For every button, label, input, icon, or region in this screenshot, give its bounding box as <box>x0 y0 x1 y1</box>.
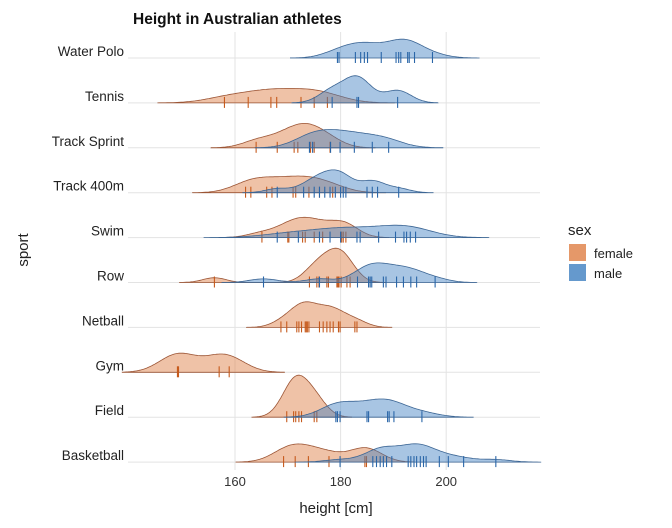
ridge-row <box>178 247 478 288</box>
ridge-tennis <box>157 75 439 108</box>
x-axis-label: height [cm] <box>299 500 372 517</box>
x-tick-label: 180 <box>330 474 352 489</box>
y-axis-label: sport <box>15 233 32 267</box>
ridge-track-400m <box>191 169 434 198</box>
y-tick-label: Tennis <box>85 89 124 104</box>
labels: 160 180 200 Water Polo Tennis Track Sprint Tra… <box>52 44 457 489</box>
male-density <box>254 129 444 149</box>
ridges <box>121 38 542 468</box>
y-tick-label: Swim <box>91 224 124 239</box>
ridge-gym <box>121 352 285 378</box>
legend-title: sex <box>568 222 592 239</box>
x-tick-label: 200 <box>435 474 457 489</box>
y-tick-label: Water Polo <box>58 44 124 59</box>
y-tick-label: Gym <box>96 358 125 373</box>
y-tick-label: Netball <box>82 313 124 328</box>
y-tick-label: Track Sprint <box>52 134 125 149</box>
ridge-swim <box>203 216 490 243</box>
legend-swatch-female <box>569 244 586 261</box>
y-tick-label: Track 400m <box>53 179 124 194</box>
female-density <box>157 88 395 104</box>
male-density <box>283 398 474 418</box>
female-density <box>178 247 386 283</box>
male-density <box>203 224 490 238</box>
male-density <box>291 75 439 104</box>
y-tick-label: Field <box>95 403 124 418</box>
ridge-basketball <box>235 443 542 468</box>
y-tick-label: Row <box>97 269 124 284</box>
x-tick-label: 160 <box>224 474 246 489</box>
ridge-track-sprint <box>210 123 444 153</box>
male-density <box>294 443 542 463</box>
legend-label-female: female <box>594 246 633 261</box>
ridge-water-polo <box>289 38 480 63</box>
y-tick-label: Basketball <box>62 448 124 463</box>
legend-swatch-male <box>569 264 586 281</box>
legend: sex female male <box>568 222 633 281</box>
ridge-netball <box>246 301 393 333</box>
male-density <box>289 38 480 59</box>
female-density <box>121 352 285 373</box>
female-density <box>191 175 387 194</box>
female-density <box>246 301 393 328</box>
female-density <box>210 123 376 149</box>
ridge-field <box>251 374 474 423</box>
legend-label-male: male <box>594 266 622 281</box>
chart-title: Height in Australian athletes <box>133 11 342 28</box>
male-density <box>242 169 434 194</box>
